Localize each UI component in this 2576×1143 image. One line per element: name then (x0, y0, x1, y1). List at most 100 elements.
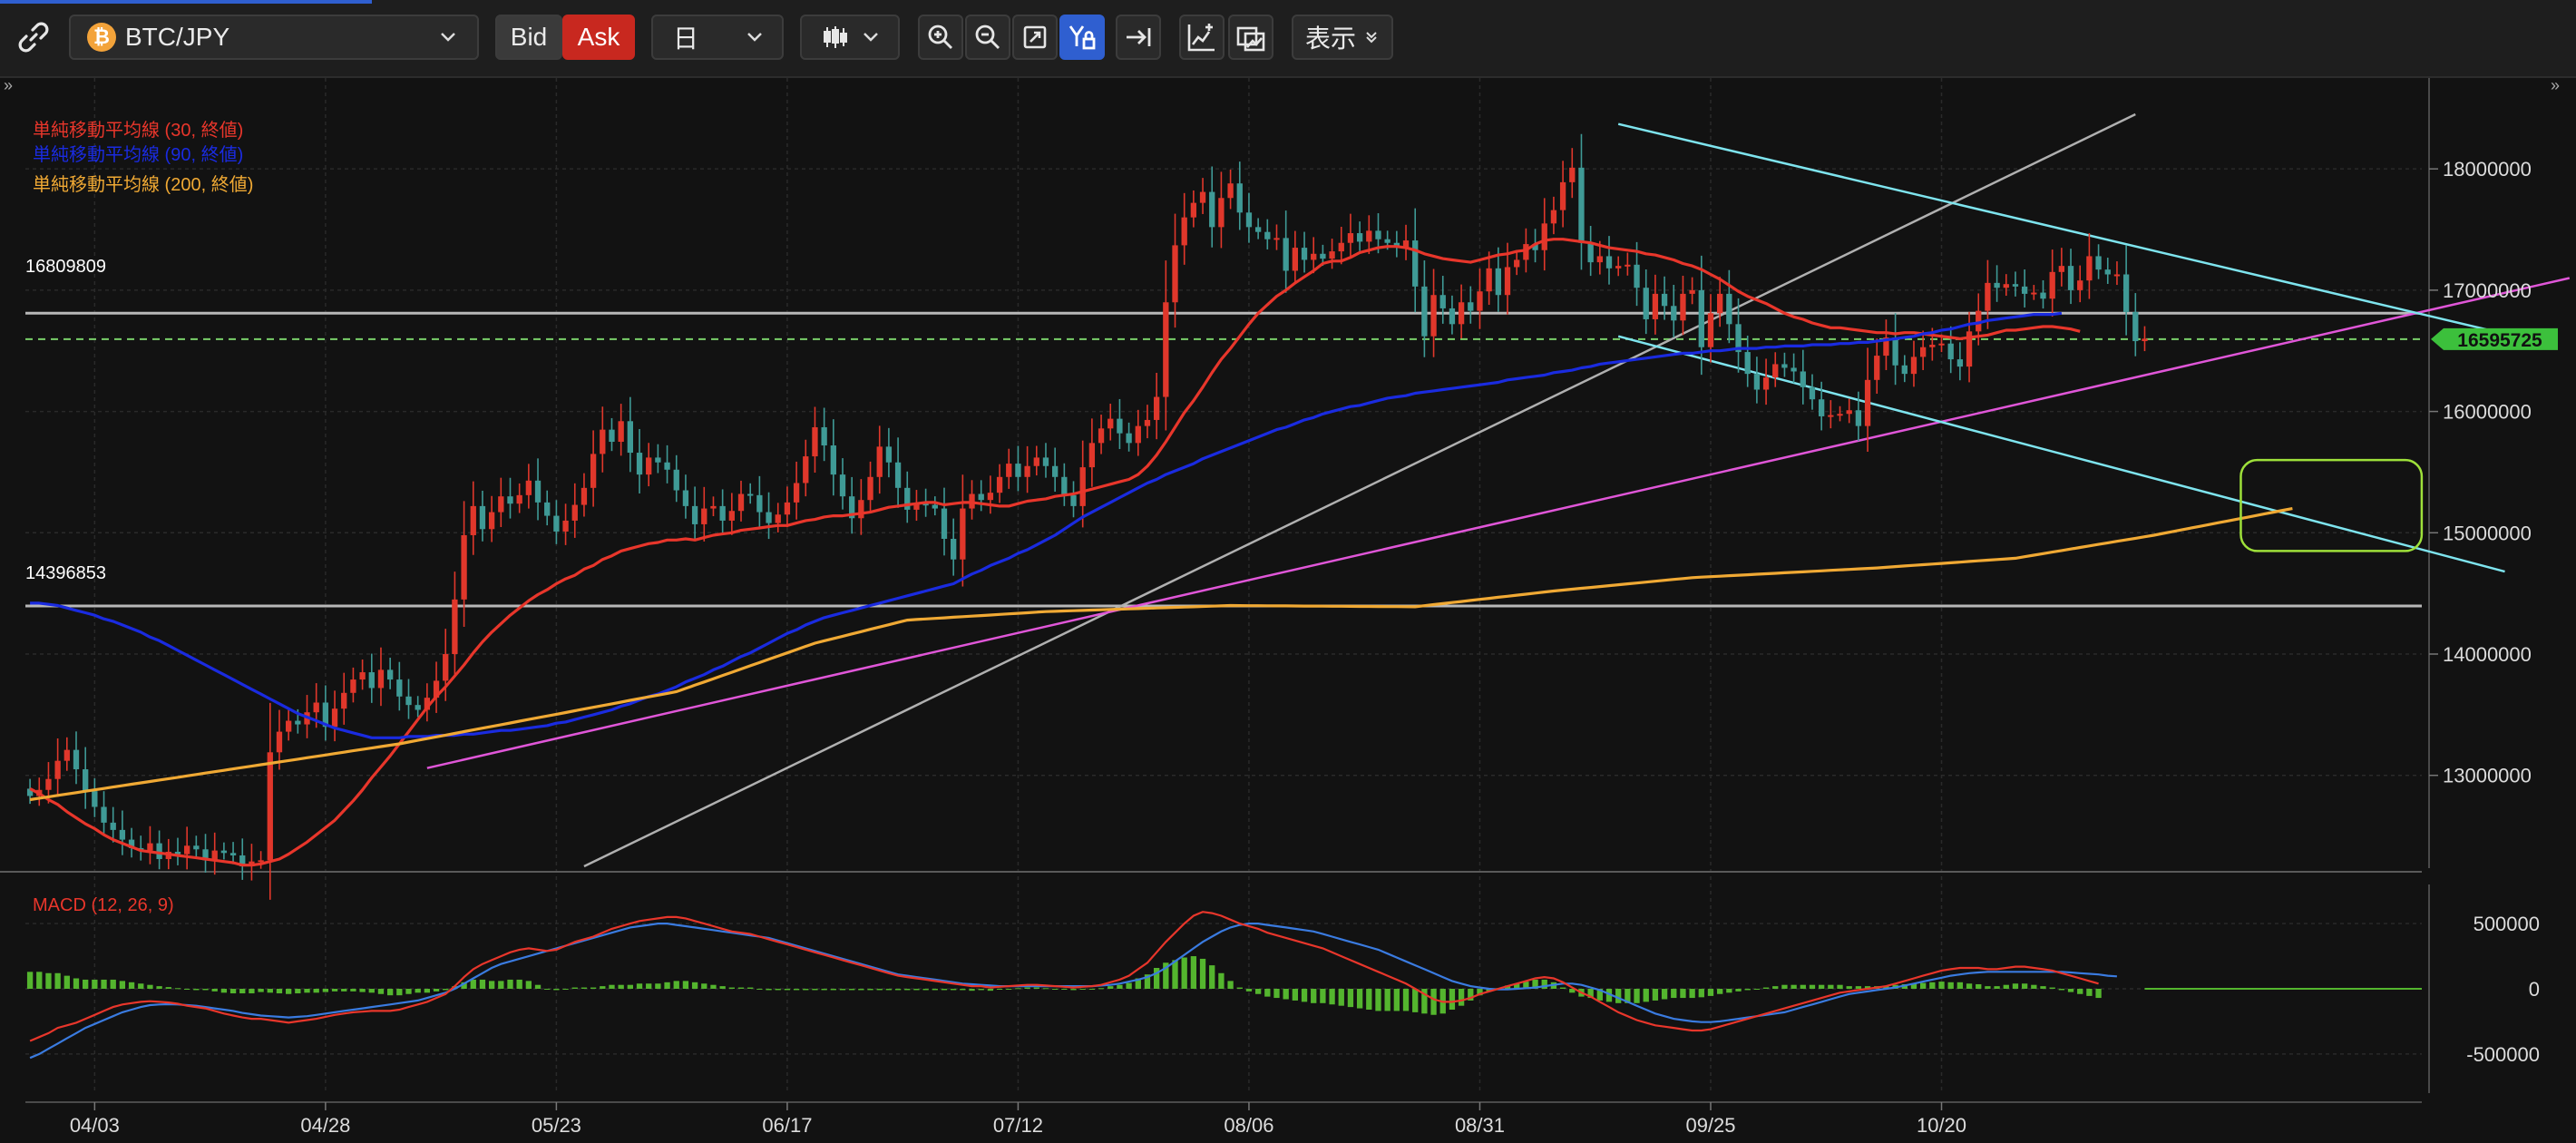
macd-histogram-bar (1061, 989, 1068, 990)
zoom-in-icon[interactable] (918, 15, 963, 60)
macd-histogram-bar (2067, 989, 2074, 992)
macd-histogram-bar (849, 989, 855, 991)
bid-button[interactable]: Bid (495, 15, 562, 60)
candle-body (193, 845, 200, 850)
macd-histogram-bar (996, 989, 1003, 990)
bitcoin-icon: ₿ (87, 23, 116, 52)
candle-body (1966, 331, 1973, 367)
drawings (426, 112, 2571, 868)
channel-upper-line (1617, 122, 2505, 336)
macd-histogram-bar (793, 989, 800, 991)
candle-body (2021, 286, 2028, 294)
macd-histogram-bar (775, 989, 781, 991)
candle-body (516, 494, 522, 504)
axis-ticks: 18000000 17000000 16000000 15000000 14000000… (70, 158, 2540, 1137)
candle-body (2058, 266, 2065, 272)
macd-histogram-bar (682, 981, 689, 989)
candle-body (571, 504, 578, 521)
macd-histogram-bar (1236, 987, 1243, 989)
candle-body (664, 462, 670, 470)
chart-canvas[interactable]: 単純移動平均線 (30, 終値) 単純移動平均線 (90, 終値) 単純移動平均… (0, 76, 2576, 1143)
macd-histogram-bar (562, 989, 569, 990)
candle-body (682, 490, 689, 506)
macd-histogram-bar (655, 983, 661, 989)
macd-histogram-bar (1919, 982, 1927, 989)
expand-left-icon[interactable]: » (4, 76, 14, 94)
macd-histogram-bar (229, 989, 237, 994)
macd-histogram-bar (987, 989, 994, 992)
axes (0, 78, 2430, 1103)
candle-body (1596, 256, 1603, 263)
macd-histogram-bar (2049, 987, 2055, 989)
candle-body (2086, 256, 2093, 281)
macd-histogram-bar (1791, 984, 1797, 989)
macd-histogram-bar (1698, 989, 1704, 998)
macd-histogram-bar (101, 979, 107, 989)
macd-histogram-bar (377, 989, 385, 994)
candle-body (1578, 167, 1585, 243)
candlestick-icon (822, 24, 849, 51)
macd-histogram-bar (1985, 986, 1991, 989)
macd-histogram-bar (1163, 962, 1169, 989)
macd-histogram-bar (1311, 989, 1317, 1003)
candle-body (1550, 210, 1557, 224)
macd-histogram-bar (1412, 989, 1419, 1012)
candle-body (2031, 292, 2037, 295)
candle-body (1523, 244, 1529, 260)
candle-body (1874, 356, 1880, 380)
chevron-down-icon (1363, 29, 1380, 45)
chart-type-selector[interactable] (800, 15, 900, 60)
symbol-selector[interactable]: ₿ BTC/JPY (69, 15, 479, 60)
macd-histogram-bar (600, 986, 606, 989)
candle-body (1956, 359, 1964, 367)
add-indicator-icon[interactable] (1179, 15, 1225, 60)
candle-body (1144, 419, 1151, 426)
signal-line (29, 922, 2117, 1060)
fit-icon[interactable] (1012, 15, 1058, 60)
macd-histogram-bar (433, 989, 440, 992)
macd-histogram-bar (1966, 983, 1973, 989)
macd-histogram-bar (1430, 989, 1437, 1015)
macd-histogram-bar (1384, 989, 1390, 1011)
screenshot-icon[interactable] (1228, 15, 1273, 60)
candle-body (1707, 313, 1714, 347)
expand-right-icon[interactable]: » (2551, 76, 2561, 94)
view-menu-button[interactable]: 表示 (1292, 15, 1393, 60)
period-selector[interactable]: 日 (651, 15, 784, 60)
candle-body (1430, 295, 1437, 337)
zoom-out-icon[interactable] (965, 15, 1010, 60)
macd-histogram-bar (1828, 984, 1834, 989)
candle-body (1541, 223, 1547, 250)
macd-histogram-bar (1209, 965, 1215, 989)
candle-body (1504, 267, 1511, 296)
macd-histogram-bar (1762, 987, 1770, 989)
candle-body (1625, 264, 1631, 267)
candle-body (1919, 347, 1927, 357)
y-lock-icon[interactable] (1059, 15, 1105, 60)
ma90-line (30, 311, 2063, 739)
candle-body (174, 851, 181, 855)
candle-body (737, 493, 745, 512)
macd-histogram-bar (784, 989, 791, 991)
scroll-to-latest-icon[interactable] (1116, 15, 1161, 60)
candle-body (894, 462, 902, 488)
candle-body (54, 760, 61, 779)
ask-button[interactable]: Ask (562, 15, 635, 60)
candle-body (996, 476, 1003, 493)
macd-histogram-bar (1947, 982, 1954, 989)
link-icon[interactable] (11, 15, 56, 60)
candle-body (1079, 467, 1086, 506)
macd-histogram-bar (63, 975, 70, 989)
candle-body (1698, 289, 1704, 347)
macd-histogram-bar (267, 989, 273, 993)
candles (26, 133, 2148, 900)
candle-body (562, 520, 569, 532)
candle-body (276, 731, 283, 753)
trendline-white (583, 112, 2136, 868)
macd-histogram-bar (812, 989, 818, 991)
macd-histogram-bar (396, 989, 403, 996)
candle-body (479, 505, 486, 530)
candle-body (1181, 217, 1187, 246)
x-tick-label: 08/06 (1224, 1114, 1273, 1137)
candle-body (1828, 415, 1834, 417)
